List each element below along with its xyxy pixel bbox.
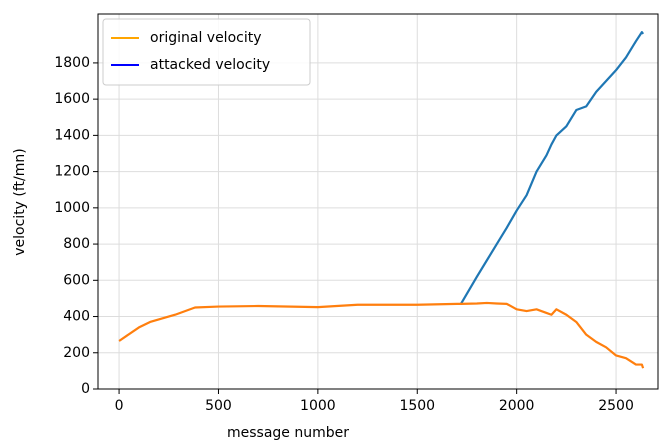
x-tick-label: 0 (115, 398, 124, 414)
y-tick-label: 0 (81, 381, 90, 397)
x-tick-label: 1000 (300, 398, 336, 414)
x-axis-label: message number (227, 425, 349, 441)
plot-frame (97, 13, 659, 390)
x-tick-label: 500 (205, 398, 232, 414)
y-tick-label: 1600 (54, 91, 90, 107)
y-axis-label: velocity (ft/mn) (12, 148, 28, 256)
data-line (460, 31, 645, 305)
y-tick-label: 1000 (54, 200, 90, 216)
y-tick-label: 1800 (54, 55, 90, 71)
x-tick-label: 2000 (499, 398, 535, 414)
y-tick-label: 800 (63, 236, 90, 252)
legend-label: attacked velocity (150, 57, 270, 73)
y-tick-label: 600 (63, 272, 90, 288)
y-tick-label: 200 (63, 345, 90, 361)
legend-box (102, 18, 311, 86)
y-tick-label: 400 (63, 309, 90, 325)
y-tick-label: 1200 (54, 164, 90, 180)
data-line (118, 301, 645, 369)
legend-label: original velocity (150, 30, 262, 46)
x-tick-label: 2500 (598, 398, 634, 414)
x-tick-label: 1500 (399, 398, 435, 414)
y-tick-label: 1400 (54, 127, 90, 143)
